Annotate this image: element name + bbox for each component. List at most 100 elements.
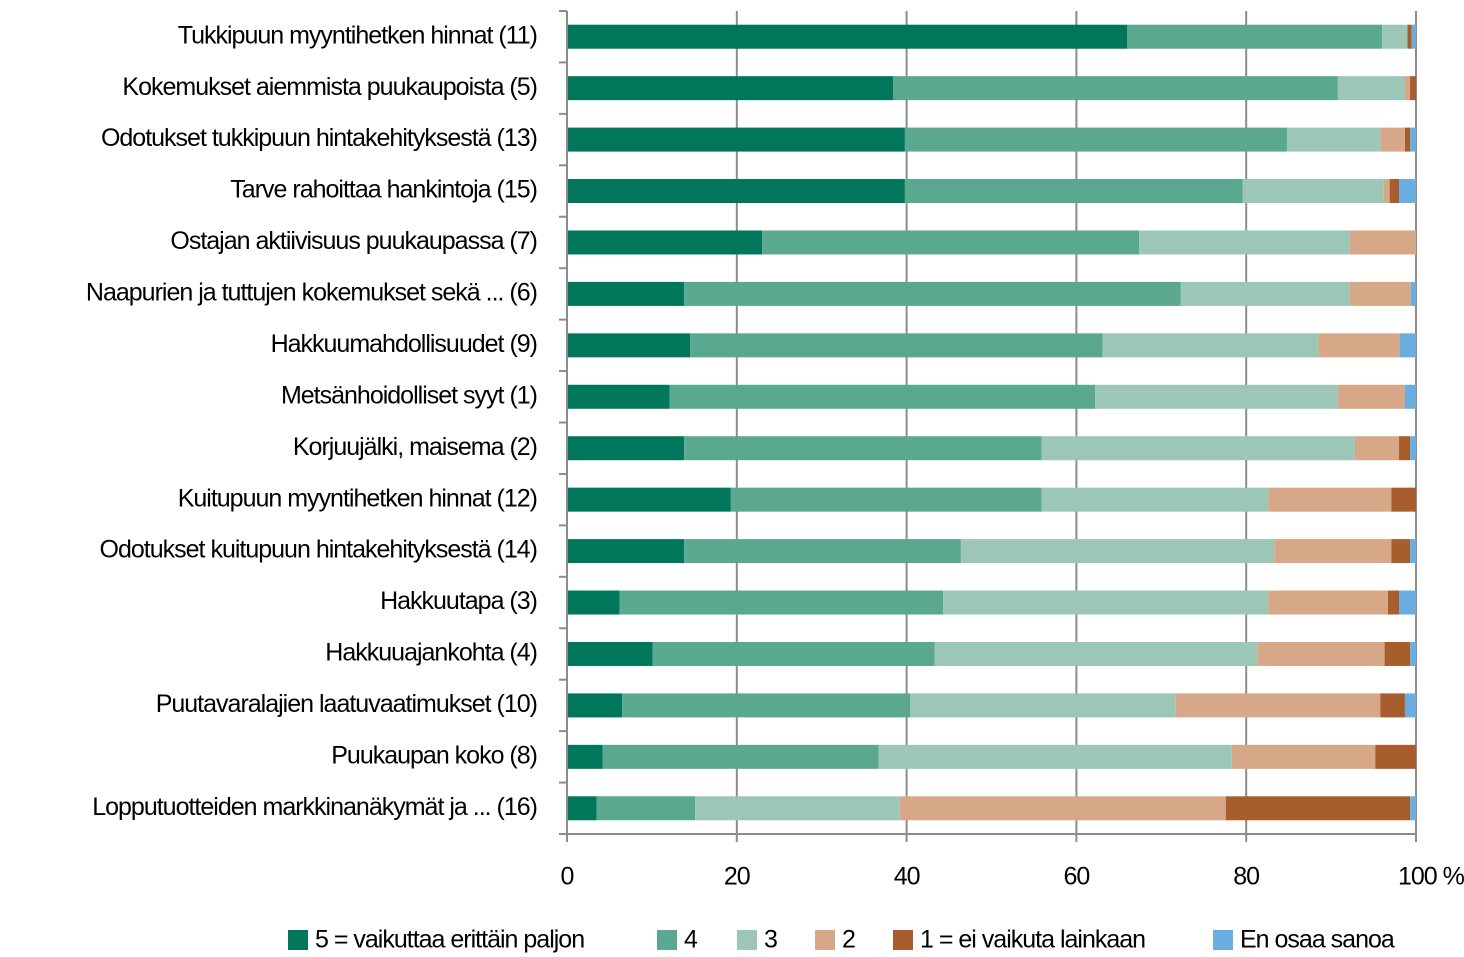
bar-segment bbox=[730, 487, 1042, 512]
bar-segment bbox=[596, 796, 696, 821]
bar-segment bbox=[1242, 179, 1384, 204]
bar-segment bbox=[1257, 641, 1385, 666]
bar-segment bbox=[1407, 24, 1412, 49]
x-tick-label: 20 bbox=[724, 863, 750, 891]
bar-segment bbox=[1095, 384, 1338, 409]
bar-segment bbox=[567, 333, 691, 358]
bar-segment bbox=[1404, 384, 1416, 409]
y-tick-label: Hakkuutapa (3) bbox=[380, 587, 537, 615]
bar-segment bbox=[567, 127, 905, 152]
legend-swatch bbox=[1213, 930, 1233, 950]
bar-segment bbox=[567, 281, 685, 306]
bar-segment bbox=[909, 693, 1176, 718]
bar-segment bbox=[567, 24, 1128, 49]
bar-segment bbox=[893, 76, 1338, 101]
bar-segment bbox=[1180, 281, 1350, 306]
bar-segment bbox=[567, 76, 894, 101]
bar-segment bbox=[684, 539, 961, 564]
bar-segment bbox=[1387, 590, 1400, 615]
legend-label: En osaa sanoa bbox=[1240, 926, 1395, 954]
bar-segment bbox=[943, 590, 1269, 615]
y-tick-label: Odotukset kuitupuun hintakehityksestä (1… bbox=[100, 536, 537, 564]
y-tick-label: Hakkuuajankohta (4) bbox=[325, 639, 537, 667]
bar-segment bbox=[567, 179, 905, 204]
bar-segment bbox=[1410, 539, 1416, 564]
bar-segment bbox=[1383, 179, 1390, 204]
legend-swatch bbox=[893, 930, 913, 950]
legend-label: 3 bbox=[764, 926, 777, 954]
bar-segment bbox=[1268, 487, 1392, 512]
bar-segment bbox=[1410, 76, 1416, 101]
bar-segment bbox=[1286, 127, 1381, 152]
bar-segment bbox=[1127, 24, 1383, 49]
bar-segment bbox=[1139, 230, 1350, 255]
bar-segment bbox=[1410, 281, 1416, 306]
bar-segment bbox=[619, 590, 944, 615]
bar-segment bbox=[1041, 436, 1355, 461]
bar-segment bbox=[1318, 333, 1400, 358]
bar-segment bbox=[1404, 127, 1411, 152]
bar-segment bbox=[1375, 744, 1416, 769]
bar-segment bbox=[567, 384, 670, 409]
bar-segment bbox=[1380, 693, 1405, 718]
y-tick-label: Ostajan aktiivisuus puukaupassa (7) bbox=[170, 227, 537, 255]
bar-segment bbox=[1404, 76, 1411, 101]
bar-segment bbox=[1231, 744, 1376, 769]
x-tick-label: 0 bbox=[561, 863, 574, 891]
bar-segment bbox=[1411, 24, 1416, 49]
legend-swatch bbox=[288, 930, 308, 950]
bar-segment bbox=[1384, 641, 1411, 666]
legend-swatch bbox=[815, 930, 835, 950]
bar-segment bbox=[1410, 127, 1416, 152]
bar-segment bbox=[1399, 436, 1411, 461]
bar-segment bbox=[602, 744, 879, 769]
bar-segment bbox=[762, 230, 1140, 255]
y-tick-label: Tarve rahoittaa hankintoja (15) bbox=[230, 176, 537, 204]
bar-segment bbox=[1399, 179, 1416, 204]
bar-segment bbox=[684, 436, 1042, 461]
bar-segment bbox=[934, 641, 1258, 666]
bar-segment bbox=[1410, 796, 1416, 821]
y-tick-label: Tukkipuun myyntihetken hinnat (11) bbox=[178, 21, 537, 49]
bar-segment bbox=[904, 179, 1243, 204]
legend-swatch bbox=[737, 930, 757, 950]
bar-segment bbox=[684, 281, 1181, 306]
bar-segment bbox=[1389, 179, 1400, 204]
bar-segment bbox=[1410, 436, 1416, 461]
y-tick-label: Lopputuotteiden markkinanäkymät ja ... (… bbox=[92, 793, 537, 821]
bar-segment bbox=[695, 796, 900, 821]
bar-segment bbox=[904, 127, 1287, 152]
x-tick-label: 80 bbox=[1233, 863, 1259, 891]
bar-segment bbox=[1175, 693, 1381, 718]
legend-label: 1 = ei vaikuta lainkaan bbox=[920, 926, 1145, 954]
bar-segment bbox=[1102, 333, 1319, 358]
y-tick-label: Naapurien ja tuttujen kokemukset sekä ..… bbox=[86, 279, 537, 307]
x-tick-label: 100 % bbox=[1398, 863, 1464, 891]
bar-segment bbox=[669, 384, 1096, 409]
bar-segment bbox=[1399, 333, 1416, 358]
bar-segment bbox=[652, 641, 935, 666]
bar-segment bbox=[899, 796, 1226, 821]
bar-segment bbox=[567, 436, 685, 461]
y-tick-label: Kokemukset aiemmista puukaupoista (5) bbox=[122, 73, 537, 101]
bar-segment bbox=[1354, 436, 1400, 461]
bar-segment bbox=[567, 744, 603, 769]
bar-segment bbox=[1391, 487, 1416, 512]
y-tick-label: Puutavaralajien laatuvaatimukset (10) bbox=[156, 690, 537, 718]
bar-segment bbox=[1041, 487, 1269, 512]
y-tick-label: Odotukset tukkipuun hintakehityksestä (1… bbox=[101, 124, 537, 152]
y-tick-label: Kuitupuun myyntihetken hinnat (12) bbox=[178, 484, 537, 512]
bar-segment bbox=[567, 487, 731, 512]
y-tick-label: Korjuujälki, maisema (2) bbox=[293, 433, 537, 461]
bar-segment bbox=[1225, 796, 1411, 821]
y-tick-label: Puukaupan koko (8) bbox=[331, 741, 537, 769]
x-tick-label: 60 bbox=[1063, 863, 1089, 891]
bar-segment bbox=[1410, 641, 1416, 666]
bar-segment bbox=[567, 539, 685, 564]
bar-segment bbox=[1349, 230, 1416, 255]
bar-segment bbox=[567, 693, 623, 718]
bar-segment bbox=[567, 796, 597, 821]
bar-segment bbox=[567, 230, 763, 255]
bar-segment bbox=[1268, 590, 1388, 615]
